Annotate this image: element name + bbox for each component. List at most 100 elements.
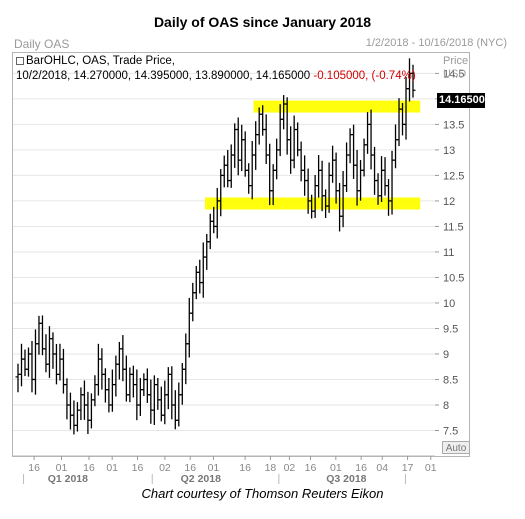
ohlc-bar xyxy=(256,107,262,145)
ohlc-bar xyxy=(165,367,171,410)
quarter-label: Q3 2018 xyxy=(326,473,366,485)
ohlc-bar xyxy=(221,155,227,188)
x-tick-label: 16 xyxy=(132,462,144,474)
ohlc-bar xyxy=(333,152,339,204)
ohlc-bar xyxy=(246,163,252,194)
ohlc-bar xyxy=(137,378,143,416)
x-tick-label: 01 xyxy=(330,462,342,474)
ohlc-bar xyxy=(358,160,364,201)
ohlc-bar xyxy=(214,188,220,239)
ohlc-bar xyxy=(235,117,241,176)
ohlc-bar xyxy=(291,115,297,169)
ohlc-bar xyxy=(144,368,150,403)
ohlc-bar xyxy=(29,340,35,393)
ohlc-bar xyxy=(379,156,385,202)
ohlc-bar xyxy=(43,334,49,373)
x-tick-label: 17 xyxy=(402,462,414,474)
support-resistance-highlight xyxy=(205,197,421,210)
y-tick-label: 7.5 xyxy=(443,425,458,437)
y-tick-label: 12.5 xyxy=(443,170,464,182)
y-tick-label: 11.5 xyxy=(443,221,464,233)
chart-frame xyxy=(12,52,470,457)
ohlc-bar xyxy=(169,366,175,420)
ohlc-bar xyxy=(25,347,31,377)
ohlc-bar xyxy=(211,206,217,234)
x-tick-label: 16 xyxy=(239,462,251,474)
ohlc-bar xyxy=(134,369,140,421)
quarter-label: Q2 2018 xyxy=(181,473,221,485)
ohlc-bar xyxy=(239,124,245,172)
legend-line-1: BarOHLC, OAS, Trade Price, xyxy=(16,55,175,67)
ohlc-bar xyxy=(267,143,273,206)
y-tick-label: 10 xyxy=(443,298,455,310)
chart-title: Daily of OAS since January 2018 xyxy=(153,14,372,30)
ohlc-bar xyxy=(354,149,360,206)
ohlc-bar xyxy=(228,144,234,188)
ohlc-bar xyxy=(95,343,101,396)
quarter-label: Q1 2018 xyxy=(48,473,88,485)
ohlc-bar xyxy=(172,390,178,430)
ohlc-bar xyxy=(368,109,374,170)
ohlc-bar xyxy=(410,64,416,98)
support-resistance-highlight xyxy=(253,100,421,113)
x-tick-label: 16 xyxy=(305,462,317,474)
ohlc-bar xyxy=(127,367,133,403)
y-tick-label: 13 xyxy=(443,145,455,157)
legend-values: 10/2/2018, 14.270000, 14.395000, 13.8900… xyxy=(16,70,311,82)
ohlc-bar xyxy=(67,392,73,430)
ohlc-bar xyxy=(183,333,189,385)
ohlc-bar xyxy=(263,114,269,165)
ohlc-bar xyxy=(295,122,301,157)
ohlc-bar xyxy=(386,179,392,216)
ohlc-bar xyxy=(32,329,38,395)
legend-checkbox-icon[interactable] xyxy=(16,56,24,65)
ohlc-bar xyxy=(382,157,388,196)
x-tick-label: 01 xyxy=(425,462,437,474)
ohlc-bar xyxy=(372,146,378,195)
x-tick-label: 16 xyxy=(355,462,367,474)
last-price-tag: 14.165000 xyxy=(437,93,491,108)
ohlc-bar xyxy=(130,365,136,398)
x-tick-label: 18 xyxy=(265,462,277,474)
ohlc-bar xyxy=(15,363,21,393)
y-axis-title: Price USD xyxy=(443,55,468,81)
ohlc-bar xyxy=(102,368,108,403)
ohlc-bar xyxy=(225,149,231,188)
legend-line-2: 10/2/2018, 14.270000, 14.395000, 13.8900… xyxy=(16,70,416,82)
ohlc-bar xyxy=(274,138,280,180)
x-tick-label: 02 xyxy=(284,462,296,474)
ohlc-bar xyxy=(253,121,259,170)
x-tick-label: 01 xyxy=(106,462,118,474)
ohlc-bar xyxy=(85,391,91,434)
y-tick-label: 14.5 xyxy=(443,68,464,80)
ohlc-bar xyxy=(74,402,80,432)
auto-scale-button[interactable]: Auto xyxy=(442,441,470,454)
x-tick-label: 04 xyxy=(376,462,388,474)
highlight-layer xyxy=(205,100,421,210)
ohlc-bar xyxy=(81,380,87,420)
x-tick-label: 16 xyxy=(83,462,95,474)
ohlc-bar xyxy=(316,155,322,198)
y-tick-label: 13.5 xyxy=(443,119,464,131)
ohlc-bar xyxy=(158,386,164,422)
x-tick-label: 16 xyxy=(28,462,40,474)
ohlc-bar xyxy=(330,145,336,183)
ohlc-bar xyxy=(207,213,213,250)
ohlc-bar xyxy=(120,335,126,382)
ohlc-bar xyxy=(351,124,357,179)
ohlc-bar xyxy=(151,375,157,425)
ohlc-bar xyxy=(347,128,353,164)
ohlc-bar xyxy=(106,377,112,413)
ohlc-bar xyxy=(186,297,192,358)
y-tick-label: 12 xyxy=(443,196,455,208)
y-tick-label: 8 xyxy=(443,400,449,412)
legend-series: BarOHLC, OAS, Trade Price, xyxy=(26,55,175,67)
ohlc-bar xyxy=(190,282,196,322)
y-tick-label: 9.5 xyxy=(443,323,458,335)
y-axis-title-price: Price xyxy=(443,55,469,67)
x-tick-label: 02 xyxy=(159,462,171,474)
ohlc-bar xyxy=(36,315,42,355)
ohlc-bar xyxy=(50,332,56,369)
